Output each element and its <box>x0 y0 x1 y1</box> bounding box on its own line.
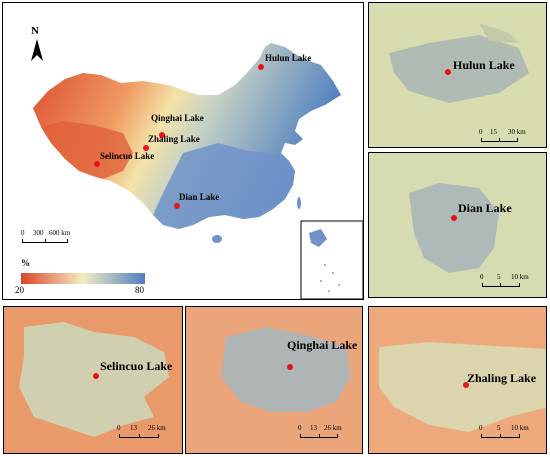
scale-tick-1: 300 <box>33 229 44 237</box>
zhaling-inset-panel: Zhaling Lake 0 5 10 km <box>368 306 547 454</box>
north-arrow-icon <box>31 39 43 61</box>
scale-tick-2: 600 km <box>49 229 71 237</box>
dian-inset-marker <box>451 215 457 221</box>
china-map-svg <box>21 39 363 299</box>
zhaling-lake-marker <box>143 145 149 151</box>
hulun-lake-marker <box>258 64 264 70</box>
qinghai-lake-label: Qinghai Lake <box>151 113 204 123</box>
dian-scale-bar <box>482 283 520 287</box>
dian-lake-label: Dian Lake <box>179 192 220 202</box>
southeast-humid-region <box>153 143 295 229</box>
legend-unit: % <box>21 258 30 268</box>
north-label: N <box>31 25 39 37</box>
selincuo-lake-label: Selincuo Lake <box>100 151 155 161</box>
zhaling-inset-title: Zhaling Lake <box>467 371 537 385</box>
qinghai-lake-marker <box>159 132 165 138</box>
zhaling-inset-marker <box>463 382 469 388</box>
qinghai-inset-title: Qinghai Lake <box>287 338 358 352</box>
tibet-arid-region <box>41 121 133 179</box>
qinghai-inset-marker <box>287 364 293 370</box>
hulun-inset-panel: Hulun Lake 0 15 30 km <box>368 2 547 148</box>
selincuo-inset-panel: Selincuo Lake 0 13 26 km <box>3 306 183 454</box>
zhaling-lake-label: Zhaling Lake <box>148 134 200 144</box>
main-map-panel: N Hulun Lake Qinghai Lake Zhaling Lake S… <box>2 2 364 300</box>
dian-inset-panel: Dian Lake 0 5 10 km <box>368 152 547 298</box>
hulun-inset-title: Hulun Lake <box>453 58 515 72</box>
qinghai-inset-panel: Qinghai Lake 0 13 26 km <box>185 306 363 454</box>
selincuo-inset-title: Selincuo Lake <box>100 359 173 373</box>
dian-lake-marker <box>174 203 180 209</box>
selincuo-inset-marker <box>93 373 99 379</box>
dian-inset-title: Dian Lake <box>458 201 512 215</box>
legend-min: 20 <box>15 285 24 295</box>
legend-colorbar <box>21 273 145 284</box>
hulun-lake-label: Hulun Lake <box>265 53 312 63</box>
selincuo-lake-marker <box>94 161 100 167</box>
legend-max: 80 <box>135 285 144 295</box>
hulun-inset-marker <box>445 69 451 75</box>
scale-tick-0: 0 <box>21 229 25 237</box>
